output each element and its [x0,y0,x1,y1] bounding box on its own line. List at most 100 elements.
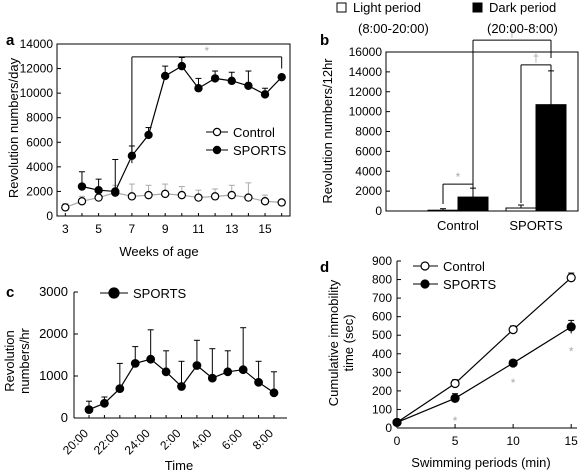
chart-b-ytick-label: 14000 [349,65,383,79]
chart-b-category-label: Control [437,218,479,233]
chart-a-point [260,90,270,99]
chart-d-point [508,358,518,368]
chart-c-point [177,382,186,391]
chart-a-xtick-label: 15 [258,222,272,236]
chart-b-legend-swatch [336,2,347,13]
chart-a-point [244,193,253,202]
chart-a-xtick-label: 3 [62,222,69,236]
chart-b-legend-label: Light period [353,0,421,15]
chart-c-point [146,354,156,364]
chart-d-xtick-label: 10 [506,434,520,448]
chart-a-point [177,190,187,200]
chart-d-ytick-label: 200 [372,384,392,398]
chart-d-legend-marker [420,279,430,289]
chart-a-point [160,189,170,199]
chart-c-point [269,388,279,398]
chart-d-significance: * [569,344,574,358]
chart-d-point [566,322,576,332]
chart-c-point [254,377,263,387]
chart-b-legend-swatch [472,2,483,13]
chart-c-ytick-label: 3000 [39,284,68,299]
chart-b-bar [457,196,489,212]
chart-a-point [227,190,236,200]
chart-d-series-line [396,326,572,423]
chart-c-xtick-label: 24:00 [122,426,153,457]
chart-d-ylabel-line2: time (sec) [341,314,356,371]
chart-a-significance: * [204,44,209,58]
chart-a-xtick-label: 11 [192,222,205,236]
chart-d-ytick-label: 600 [372,310,392,324]
chart-a-point [144,130,153,140]
chart-d-point [450,378,460,389]
chart-d-ytick-label: 0 [385,421,392,435]
chart-d-ylabel: Cumulative immobility [326,279,341,406]
chart-a-ylabel: Revolution numbers/day [6,57,21,198]
chart-b-ytick-label: 8000 [355,125,382,139]
chart-d-xtick-label: 0 [394,434,401,448]
panel-letter-d: d [320,259,329,276]
chart-a-legend-label: SPORTS [233,143,287,158]
chart-c-xtick-label: 4:00 [188,426,215,453]
chart-b-ytick-label: 2000 [355,184,382,198]
panel-letter-c: c [6,284,14,301]
panel-letter-b: b [320,32,329,49]
chart-b-bar [535,104,567,212]
chart-b-ytick-label: 0 [375,204,382,218]
chart-b-ytick-label: 12000 [349,85,383,99]
chart-a-ytick-label: 6000 [26,135,53,149]
chart-a-point [77,197,87,206]
chart-d-xtick-label: 15 [565,434,579,448]
chart-d-ytick-label: 100 [372,402,392,416]
chart-c-xtick-label: 22:00 [91,426,122,457]
chart-a-ytick-label: 10000 [20,86,54,100]
chart-b-bar [427,209,459,212]
chart-a-xtick-label: 9 [162,222,169,236]
chart-d-ytick-label: 700 [372,291,392,305]
panel-letter-a: a [6,32,15,49]
chart-b-ytick-label: 16000 [349,45,383,59]
chart-c-point [130,359,140,368]
chart-a-point [210,192,220,201]
chart-b-ytick-label: 10000 [349,105,383,119]
chart-c-xtick-label: 8:00 [250,426,277,453]
chart-a-point [160,71,170,81]
chart-c-point [84,405,94,415]
chart-a-point [244,81,253,90]
chart-c-xtick-label: 20:00 [60,426,91,457]
chart-a-point [210,74,220,83]
chart-a-point [194,84,203,93]
chart-a-point [94,185,103,195]
chart-a-legend-label: Control [233,125,275,140]
chart-a-ytick-label: 0 [46,209,53,223]
chart-a-point [61,203,70,212]
chart-d-ytick-label: 300 [372,365,392,379]
chart-a-point [127,192,137,201]
chart-c-ylabel: Revolution [2,330,17,391]
chart-a-point [144,190,153,200]
chart-a-xtick-label: 13 [225,222,239,236]
chart-a-frame [56,43,291,217]
chart-a-ytick-label: 8000 [26,111,53,125]
chart-d-significance: * [453,414,458,428]
chart-d-ytick-label: 900 [372,254,392,268]
chart-a-ytick-label: 2000 [26,184,53,198]
chart-b-bar [505,207,537,212]
chart-c-point [161,367,171,377]
chart-d-significance: * [511,376,516,390]
chart-c-xtick-label: 6:00 [219,426,246,453]
chart-a-point [94,193,103,202]
chart-b-significance: * [456,170,461,184]
chart-d-ytick-label: 500 [372,328,392,342]
chart-c-point [207,373,217,383]
chart-a-point [177,61,187,71]
chart-a-point [277,72,286,82]
chart-d-point [392,417,402,428]
chart-a-point [111,187,120,196]
chart-c-ytick-label: 0 [61,410,68,425]
chart-b-legend-label: Dark period [489,0,556,15]
chart-d-legend-label: SPORTS [443,277,497,292]
chart-a-legend-marker [212,145,222,155]
chart-b-ylabel: Revolution numbers/12hr [320,58,335,204]
chart-b-category-label: SPORTS [509,218,563,233]
